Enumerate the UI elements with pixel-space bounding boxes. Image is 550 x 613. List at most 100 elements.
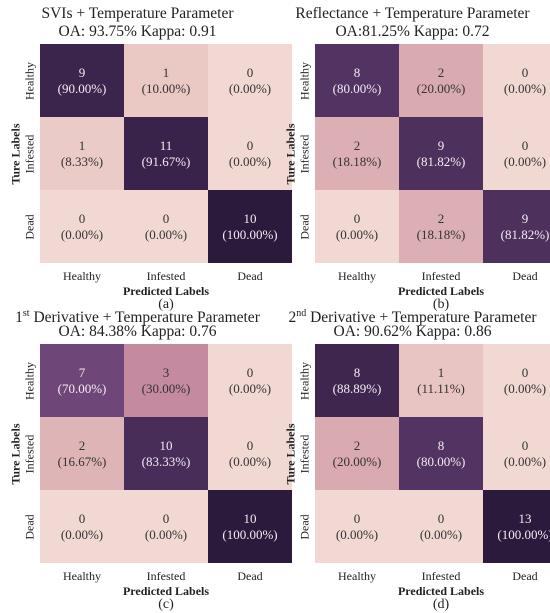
cell-count: 1 xyxy=(162,64,170,80)
x-axis-title: Predicted Labels xyxy=(122,284,210,298)
cell-percent: (88.89%) xyxy=(332,380,382,396)
y-tick-label: Healthy xyxy=(22,361,37,400)
y-axis-title: Ture Labels xyxy=(8,422,23,485)
cell-count: 8 xyxy=(353,364,361,380)
y-tick-label: Dead xyxy=(22,513,37,540)
matrix-cell: 7 (70.00%) xyxy=(40,344,124,417)
matrix-cell: 2 (16.67%) xyxy=(40,417,124,490)
matrix-cell: 0 (0.00%) xyxy=(483,417,550,490)
matrix-cell: 0 (0.00%) xyxy=(483,117,550,190)
x-tick-label: Healthy xyxy=(338,569,376,583)
cell-percent: (100.00%) xyxy=(222,526,278,542)
cell-count: 0 xyxy=(246,364,254,380)
cell-percent: (0.00%) xyxy=(60,526,104,542)
cell-percent: (0.00%) xyxy=(144,526,188,542)
cell-percent: (0.00%) xyxy=(60,226,104,242)
matrix-cell: 9 (81.82%) xyxy=(483,190,550,263)
chart-subtitle: OA: 90.62% Kappa: 0.86 xyxy=(333,323,492,340)
cell-count: 9 xyxy=(437,137,445,153)
matrix-grid: 8 (80.00%) 2 (20.00%) 0 (0.00%) 2 (18.18%) 9 (81.… xyxy=(315,44,550,263)
cell-count: 10 xyxy=(243,510,257,526)
panel-caption: (c) xyxy=(158,597,174,612)
matrix-cell: 0 (0.00%) xyxy=(208,117,292,190)
cell-count: 0 xyxy=(162,210,170,226)
matrix-cell: 8 (80.00%) xyxy=(315,44,399,117)
cell-percent: (0.00%) xyxy=(228,453,272,469)
matrix-cell: 1 (8.33%) xyxy=(40,117,124,190)
x-tick-label: Dead xyxy=(237,569,263,583)
matrix-cell: 13 (100.00%) xyxy=(483,490,550,563)
cell-percent: (0.00%) xyxy=(228,80,272,96)
matrix-cell: 1 (10.00%) xyxy=(124,44,208,117)
matrix-grid: 9 (90.00%) 1 (10.00%) 0 (0.00%) 1 (8.33%) 11 (91.… xyxy=(40,44,292,263)
cell-count: 0 xyxy=(246,137,254,153)
cell-count: 0 xyxy=(521,137,529,153)
matrix-cell: 2 (18.18%) xyxy=(399,190,483,263)
cell-count: 13 xyxy=(518,510,532,526)
cell-count: 8 xyxy=(437,437,445,453)
cell-percent: (20.00%) xyxy=(416,80,466,96)
x-axis-title: Predicted Labels xyxy=(122,584,210,598)
cell-percent: (20.00%) xyxy=(332,453,382,469)
x-tick-label: Infested xyxy=(421,269,461,283)
cell-count: 0 xyxy=(353,210,361,226)
chart-title-main: 2 xyxy=(288,309,297,327)
chart-title: Reflectance + Temperature Parameter xyxy=(275,4,550,24)
matrix-grid: 7 (70.00%) 3 (30.00%) 0 (0.00%) 2 (16.67%) 10 (83… xyxy=(40,344,292,563)
chart-title-rest: Derivative + Temperature Parameter xyxy=(306,309,537,327)
x-axis-title: Predicted Labels xyxy=(397,284,485,298)
chart-title-superscript: st xyxy=(22,308,30,319)
panel-caption: (a) xyxy=(158,297,174,312)
cell-percent: (0.00%) xyxy=(503,153,547,169)
y-tick-label: Infested xyxy=(22,134,37,173)
cell-percent: (81.82%) xyxy=(500,226,550,242)
matrix-cell: 0 (0.00%) xyxy=(40,490,124,563)
cell-count: 0 xyxy=(78,510,86,526)
x-tick-label: Dead xyxy=(512,269,538,283)
cell-count: 0 xyxy=(246,437,254,453)
matrix-cell: 1 (11.11%) xyxy=(399,344,483,417)
cell-count: 9 xyxy=(521,210,529,226)
cell-percent: (8.33%) xyxy=(60,153,104,169)
cell-percent: (100.00%) xyxy=(497,526,550,542)
cell-count: 1 xyxy=(78,137,86,153)
x-tick-label: Infested xyxy=(146,569,186,583)
x-tick-label: Dead xyxy=(237,269,263,283)
cell-percent: (0.00%) xyxy=(228,153,272,169)
matrix-cell: 0 (0.00%) xyxy=(483,44,550,117)
y-tick-label: Dead xyxy=(297,513,312,540)
cell-percent: (0.00%) xyxy=(503,80,547,96)
cell-percent: (81.82%) xyxy=(416,153,466,169)
cell-count: 0 xyxy=(353,510,361,526)
cell-percent: (0.00%) xyxy=(335,526,379,542)
matrix-cell: 8 (80.00%) xyxy=(399,417,483,490)
panel-caption: (b) xyxy=(432,297,450,312)
cell-percent: (0.00%) xyxy=(335,226,379,242)
matrix-cell: 0 (0.00%) xyxy=(315,190,399,263)
x-tick-label: Healthy xyxy=(338,269,376,283)
cell-percent: (0.00%) xyxy=(503,453,547,469)
y-tick-label: Dead xyxy=(22,213,37,240)
chart-title-superscript: nd xyxy=(296,308,307,319)
x-axis-title: Predicted Labels xyxy=(397,584,485,598)
cell-percent: (16.67%) xyxy=(57,453,107,469)
y-tick-label: Dead xyxy=(297,213,312,240)
cell-percent: (18.18%) xyxy=(332,153,382,169)
confusion-matrix-panel: SVIs + Temperature Parameter OA: 93.75% K… xyxy=(0,0,292,312)
cell-count: 0 xyxy=(78,210,86,226)
cell-percent: (100.00%) xyxy=(222,226,278,242)
cell-count: 0 xyxy=(437,510,445,526)
chart-title: 1st Derivative + Temperature Parameter xyxy=(0,304,275,328)
x-tick-label: Infested xyxy=(146,269,186,283)
cell-count: 11 xyxy=(159,137,173,153)
matrix-cell: 9 (81.82%) xyxy=(399,117,483,190)
cell-count: 8 xyxy=(353,64,361,80)
y-tick-label: Infested xyxy=(297,434,312,473)
cell-percent: (80.00%) xyxy=(332,80,382,96)
y-tick-label: Infested xyxy=(297,134,312,173)
cell-count: 2 xyxy=(437,210,445,226)
cell-count: 2 xyxy=(353,437,361,453)
y-tick-label: Healthy xyxy=(22,61,37,100)
matrix-cell: 0 (0.00%) xyxy=(40,190,124,263)
cell-count: 10 xyxy=(159,437,173,453)
